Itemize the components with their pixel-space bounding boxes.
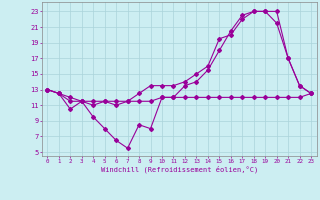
X-axis label: Windchill (Refroidissement éolien,°C): Windchill (Refroidissement éolien,°C) [100, 166, 258, 173]
